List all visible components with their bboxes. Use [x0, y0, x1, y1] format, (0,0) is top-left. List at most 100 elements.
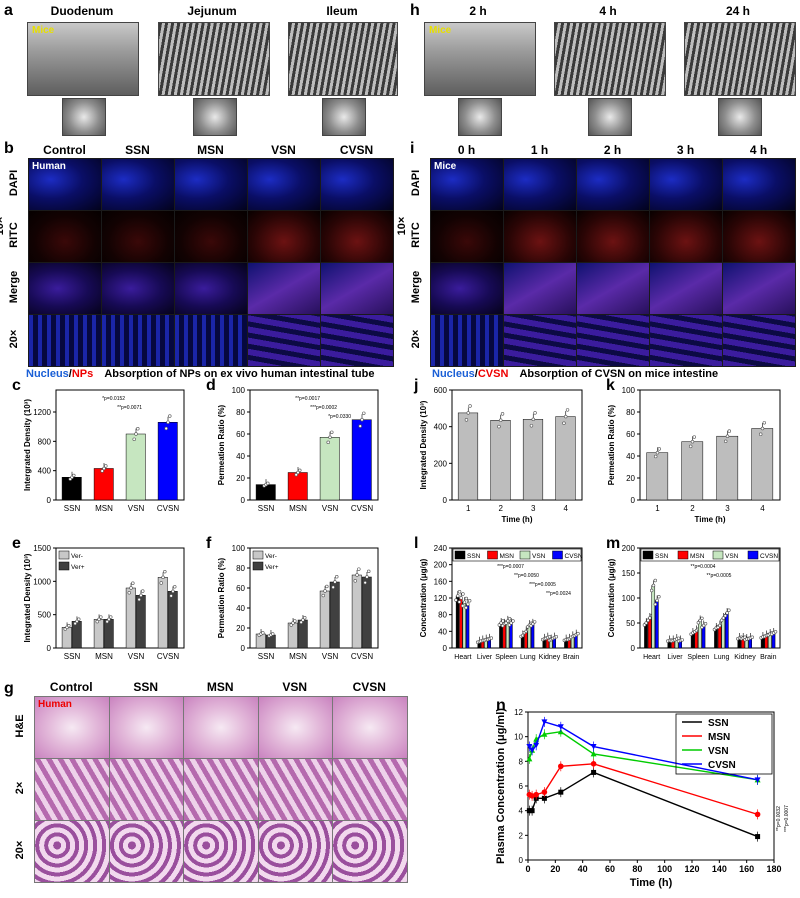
- image-grid-i-r3-c4: [722, 314, 796, 367]
- chart-l-pt-0-3-2: [467, 599, 472, 603]
- chart-c-ytick-label-0: 0: [47, 496, 52, 505]
- chart-m-xtick-label-4: Kidney: [734, 654, 756, 661]
- caption-right-text: Absorption of CVSN on mice intestine: [519, 368, 719, 380]
- chart-e-pt-3-0-1: [161, 575, 165, 580]
- chart-l-xtick-label-3: Lung: [520, 654, 536, 661]
- chart-m-ytick-label-2: 100: [622, 594, 636, 603]
- chart-m-annotation-0: **p=0.0004: [691, 564, 716, 570]
- chart-l-bar-0-3: [465, 604, 470, 649]
- image-grid-i-r1-c4: [722, 210, 796, 263]
- chart-m-pt-2-2-1: [698, 618, 702, 623]
- chart-e-legend-swatch-0: [58, 550, 70, 560]
- chart-k-panel-label: k: [606, 377, 615, 394]
- chart-k-ytick-label-3: 60: [626, 430, 635, 439]
- chart-e-bar-1-1: [103, 619, 114, 649]
- chart-c-annotation-1: **p=0.0071: [117, 405, 142, 411]
- chart-j-ytick-label-2: 400: [434, 423, 448, 432]
- image-grid-g-r1-c3: [257, 758, 333, 821]
- col-title-grid-i-1: 1 h: [530, 143, 549, 157]
- chart-n-point-3-6: [754, 777, 761, 783]
- col-title-grid-b-2: MSN: [197, 143, 224, 157]
- chart-f-pt-0-0-2: [261, 631, 265, 635]
- chart-m-xtick-label-5: Brain: [760, 654, 776, 661]
- image-grid-g-r2-c3: [257, 820, 333, 883]
- caption-right-cvsn: CVSN: [477, 368, 509, 380]
- chart-f-pt-2-1-2: [335, 575, 339, 579]
- chart-f-pt-0-1-2: [271, 632, 275, 636]
- image-grid-b-r0-c1: [101, 158, 175, 211]
- chart-d-ytick-label-4: 80: [236, 408, 245, 417]
- chart-l-xtick-label-5: Brain: [563, 654, 579, 661]
- chart-d-pt-2-0-0: [326, 440, 330, 445]
- chart-c-panel-label: c: [12, 377, 21, 394]
- chart-d-annotation-2: *p=0.0330: [328, 414, 351, 420]
- chart-c-pt-1-0-2: [104, 464, 108, 468]
- tag-mice-h: Mice: [429, 25, 452, 36]
- chart-n-xtick-label-2: 40: [578, 864, 588, 874]
- chart-m-pt-3-2-1: [721, 616, 726, 620]
- chart-d-frame: [249, 389, 379, 501]
- chart-e-ytick-label-3: 1500: [33, 544, 51, 553]
- chart-e-xtick-label-3: CVSN: [157, 652, 179, 661]
- chart-l-panel-label: l: [414, 535, 418, 552]
- chart-e-bar-2-1: [135, 595, 146, 649]
- chart-e-panel-label: e: [12, 535, 21, 552]
- chart-m-pt-0-2-2: [653, 578, 657, 583]
- chart-m-pt-0-0-0: [642, 623, 647, 627]
- chart-d-ytick-label-1: 20: [236, 474, 245, 483]
- image-grid-b-r2-c2: [174, 262, 248, 315]
- chart-l-pt-4-1-2: [547, 635, 552, 639]
- chart-e-xtick-label-0: SSN: [64, 652, 81, 661]
- tem-ileum: [288, 22, 398, 96]
- chart-c-pt-2-0-0: [132, 437, 136, 441]
- chart-d-pt-1-0-2: [298, 468, 302, 472]
- chart-f-legend-label-0: Ver-: [265, 553, 277, 560]
- chart-e-ytick-label-1: 500: [38, 611, 52, 620]
- chart-m-pt-0-2-0: [649, 588, 654, 593]
- chart-k-ytick-label-4: 80: [626, 408, 635, 417]
- image-grid-i-r0-c3: [649, 158, 723, 211]
- chart-n-legend-frame: [675, 713, 773, 775]
- chart-c-frame: [55, 389, 185, 501]
- chart-m-legend-label-2: VSN: [725, 553, 739, 560]
- title-duodenum: Duodenum: [50, 4, 114, 18]
- chart-f-ytick-label-5: 100: [232, 544, 246, 553]
- chart-l-bar-3-3: [530, 623, 535, 649]
- chart-n-point-3-1: [529, 747, 536, 754]
- chart-c-bar-0-0: [61, 477, 82, 501]
- chart-e-pt-3-1-1: [171, 589, 175, 594]
- image-grid-g-r0-c3: [257, 696, 333, 759]
- chart-f-panel-label: f: [206, 535, 212, 552]
- col-title-grid-g-0: Control: [49, 680, 93, 694]
- chart-l-annotation-1: **p=0.0050: [514, 573, 539, 579]
- chart-m-pt-3-3-0: [723, 614, 727, 618]
- chart-m-pt-0-3-1: [655, 598, 659, 603]
- caption-right-nucleus: Nucleus: [432, 368, 475, 380]
- chart-l-pt-0-2-2: [464, 596, 469, 601]
- chart-n-ytick-label-3: 6: [519, 782, 524, 791]
- chart-n-xtick-label-6: 120: [684, 864, 699, 874]
- chart-m-annotation-1: **p=0.0005: [707, 573, 732, 579]
- image-grid-i-r2-c1: [503, 262, 577, 315]
- chart-j-pt-1-0-2: [500, 412, 505, 416]
- chart-f-bar-0-0: [255, 633, 266, 649]
- chart-f-xtick-label-1: MSN: [289, 652, 307, 661]
- image-grid-i-r3-c0: [430, 314, 504, 367]
- chart-n-xtick-label-1: 20: [550, 864, 560, 874]
- chart-l-pt-2-0-0: [497, 623, 502, 627]
- chart-k-pt-1-0-1: [690, 440, 695, 444]
- chart-l-legend-label-2: VSN: [532, 553, 546, 560]
- tem-2h: Mice: [424, 22, 536, 96]
- chart-f-ytick-label-2: 40: [236, 604, 245, 613]
- chart-k-pt-2-0-2: [727, 429, 731, 433]
- tem-duodenum: Mice: [27, 22, 139, 96]
- chart-k-bar-0-0: [646, 452, 669, 501]
- chart-l-pt-0-1-1: [459, 596, 463, 600]
- chart-e-pt-3-1-2: [173, 585, 177, 589]
- chart-n-point-0-1: [529, 808, 535, 814]
- chart-m-ytick-label-4: 200: [622, 544, 636, 553]
- chart-k-xtick-label-2: 3: [725, 504, 730, 513]
- chart-k-frame: [639, 389, 781, 501]
- image-grid-g-r1-c1: [108, 758, 184, 821]
- chart-j-pt-0-0-2: [468, 404, 472, 408]
